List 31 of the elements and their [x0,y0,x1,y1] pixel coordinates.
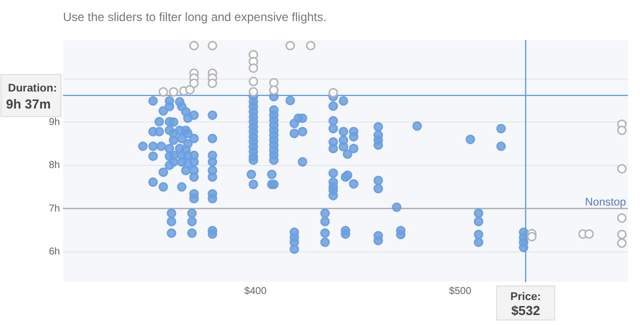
point [527,232,537,242]
point [617,213,627,223]
y-tick-label: 9h [48,116,60,128]
y-tick-label: 8h [48,160,60,172]
point [328,88,338,98]
text: Price: $532 [510,291,541,318]
chart-title: Use the sliders to filter long and expensive flights. [62,9,328,26]
ref-line-label: Nonstop [585,196,626,209]
point [208,78,218,88]
point [248,63,258,73]
point [306,40,316,50]
point [617,238,627,248]
point [285,40,295,50]
point [584,229,594,239]
point [617,126,627,136]
x-tick-label: $500 [449,286,472,297]
point [168,87,178,97]
point [158,87,168,97]
text: Duration: 9h 37m [6,82,57,112]
x-tick-label: $400 [244,286,267,297]
point [248,87,258,97]
point [185,84,195,94]
point [189,78,199,88]
point [617,230,627,240]
point [248,76,258,86]
point [189,40,199,50]
point [208,40,218,50]
y-tick-label: 6h [48,246,60,258]
y-tick-label: 7h [48,203,60,214]
point [269,85,279,95]
point [617,164,627,174]
